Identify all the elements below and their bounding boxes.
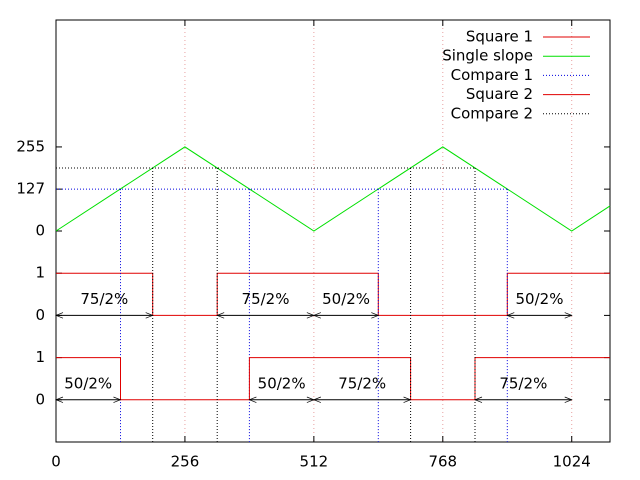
x-tick-label: 512	[300, 453, 329, 471]
y-tick-label: 0	[35, 306, 45, 324]
annotation-label: 50/2%	[516, 290, 564, 308]
legend-label: Single slope	[442, 47, 533, 65]
x-tick-label: 256	[171, 453, 200, 471]
y-tick-label: 1	[35, 348, 45, 366]
annotation-label: 75/2%	[338, 374, 386, 392]
x-tick-label: 0	[51, 453, 61, 471]
y-tick-label: 255	[16, 137, 45, 155]
annotation-label: 50/2%	[322, 290, 370, 308]
series-line	[55, 146, 611, 232]
annotation-label: 50/2%	[258, 374, 306, 392]
x-tick-label: 768	[428, 453, 457, 471]
annotation-label: 75/2%	[80, 290, 128, 308]
annotation-label: 50/2%	[64, 374, 112, 392]
annotation-label: 75/2%	[242, 290, 290, 308]
y-tick-label: 1	[35, 264, 45, 282]
legend-label: Compare 2	[451, 104, 533, 122]
legend-label: Compare 1	[451, 66, 533, 84]
y-tick-label: 127	[16, 180, 45, 198]
y-tick-label: 0	[35, 222, 45, 240]
legend-label: Square 1	[466, 28, 533, 46]
legend-label: Square 2	[466, 85, 533, 103]
annotation-label: 75/2%	[499, 374, 547, 392]
x-tick-label: 1024	[553, 453, 591, 471]
y-tick-label: 0	[35, 390, 45, 408]
